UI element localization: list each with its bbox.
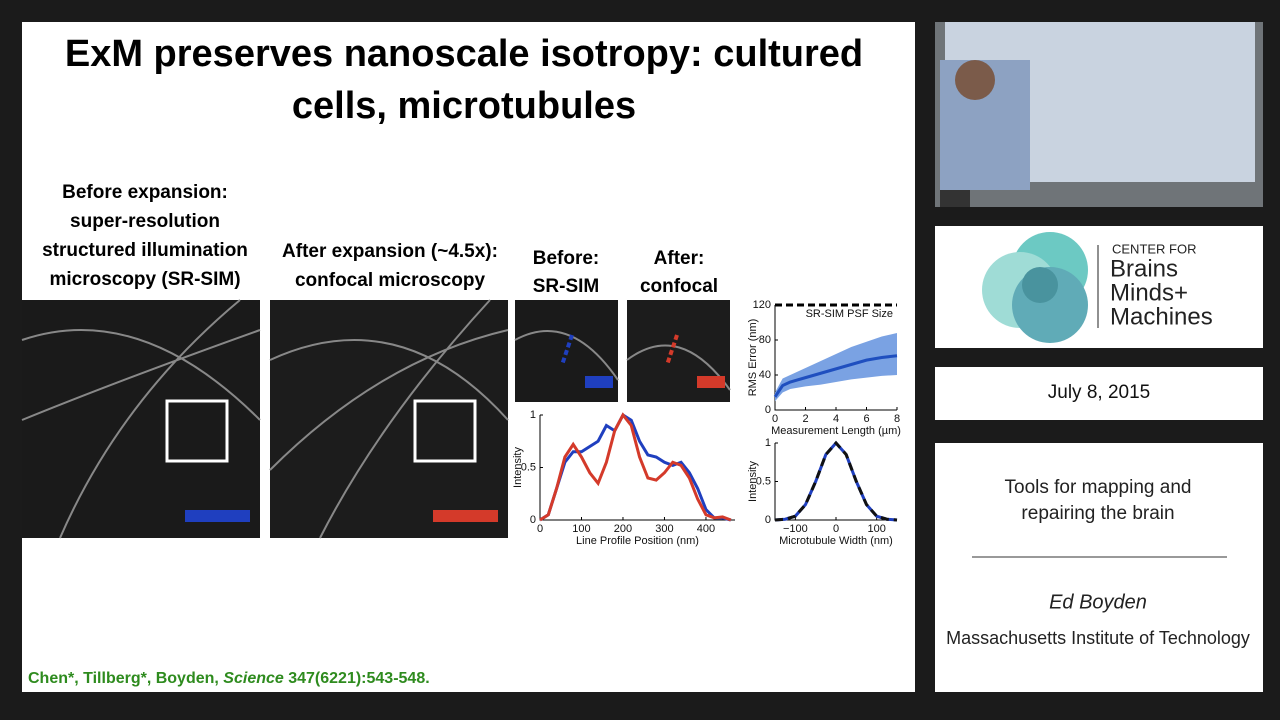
slide-title: ExM preserves nanoscale isotropy: cultur… — [65, 33, 863, 75]
citation-part: Chen*, Tillberg*, Boyden, — [28, 670, 223, 687]
logo-text: Minds+ — [1110, 279, 1188, 306]
x-tick-label: 100 — [867, 523, 885, 535]
y-tick-label: 0 — [765, 404, 771, 416]
affiliation: Massachusetts Institute of Technology — [946, 628, 1250, 648]
logo-text: Brains — [1110, 255, 1178, 282]
y-tick-label: 40 — [759, 369, 771, 381]
citation-part: Science — [223, 670, 284, 687]
y-tick-label: 0 — [765, 514, 771, 526]
x-axis-label: Measurement Length (µm) — [771, 425, 901, 437]
image-label: microscopy (SR-SIM) — [49, 269, 240, 290]
y-tick-label: 80 — [759, 334, 771, 346]
image-label: confocal microscopy — [295, 270, 485, 291]
y-axis-label: Intensity — [512, 447, 524, 488]
image-label: After: — [654, 248, 705, 269]
logo-text: CENTER FOR — [1112, 241, 1197, 256]
data-line — [539, 412, 732, 522]
reference-label: SR-SIM PSF Size — [806, 308, 893, 320]
data-line — [774, 440, 898, 522]
x-tick-label: 6 — [863, 413, 869, 425]
talk-title: repairing the brain — [1021, 503, 1174, 524]
image-label: confocal — [640, 276, 718, 297]
x-tick-label: 100 — [572, 523, 590, 535]
speaker: Ed Boyden — [1049, 591, 1147, 613]
y-tick-label: 1 — [530, 409, 536, 421]
micrographs — [21, 299, 731, 539]
video — [935, 22, 1263, 207]
x-tick-label: −100 — [783, 523, 808, 535]
logo-mark — [982, 232, 1088, 343]
x-tick-label: 400 — [697, 523, 715, 535]
y-tick-label: 120 — [753, 299, 771, 311]
talk-title: Tools for mapping and — [1005, 477, 1192, 498]
y-tick-label: 0.5 — [756, 475, 771, 487]
x-axis-label: Microtubule Width (nm) — [779, 535, 893, 547]
x-axis-label: Line Profile Position (nm) — [576, 535, 699, 547]
error-band — [775, 333, 897, 402]
image-label: structured illumination — [42, 240, 248, 261]
x-tick-label: 4 — [833, 413, 839, 425]
slide-title: cells, microtubules — [292, 85, 636, 127]
image-label: After expansion (~4.5x): — [282, 241, 498, 262]
logo-text: Machines — [1110, 303, 1213, 330]
y-tick-label: 0.5 — [521, 461, 536, 473]
x-tick-label: 0 — [833, 523, 839, 535]
y-tick-label: 1 — [765, 437, 771, 449]
date-panel — [935, 367, 1263, 420]
x-tick-label: 8 — [894, 413, 900, 425]
y-axis-label: Intensity — [747, 461, 759, 502]
y-tick-label: 0 — [530, 514, 536, 526]
x-tick-label: 200 — [614, 523, 632, 535]
x-tick-label: 0 — [537, 523, 543, 535]
image-label: SR-SIM — [533, 276, 600, 297]
citation: Chen*, Tillberg*, Boyden, Science 347(62… — [28, 670, 430, 687]
image-label: Before expansion: — [62, 182, 228, 203]
x-tick-label: 2 — [802, 413, 808, 425]
image-label: Before: — [533, 248, 600, 269]
x-tick-label: 300 — [655, 523, 673, 535]
data-line — [773, 354, 898, 398]
image-label: super-resolution — [70, 211, 220, 232]
date: July 8, 2015 — [1048, 382, 1150, 403]
citation-part: 347(6221):543-548. — [284, 670, 430, 687]
info-panel — [935, 443, 1263, 692]
y-axis-label: RMS Error (nm) — [747, 319, 759, 397]
x-tick-label: 0 — [772, 413, 778, 425]
data-line — [539, 412, 732, 522]
